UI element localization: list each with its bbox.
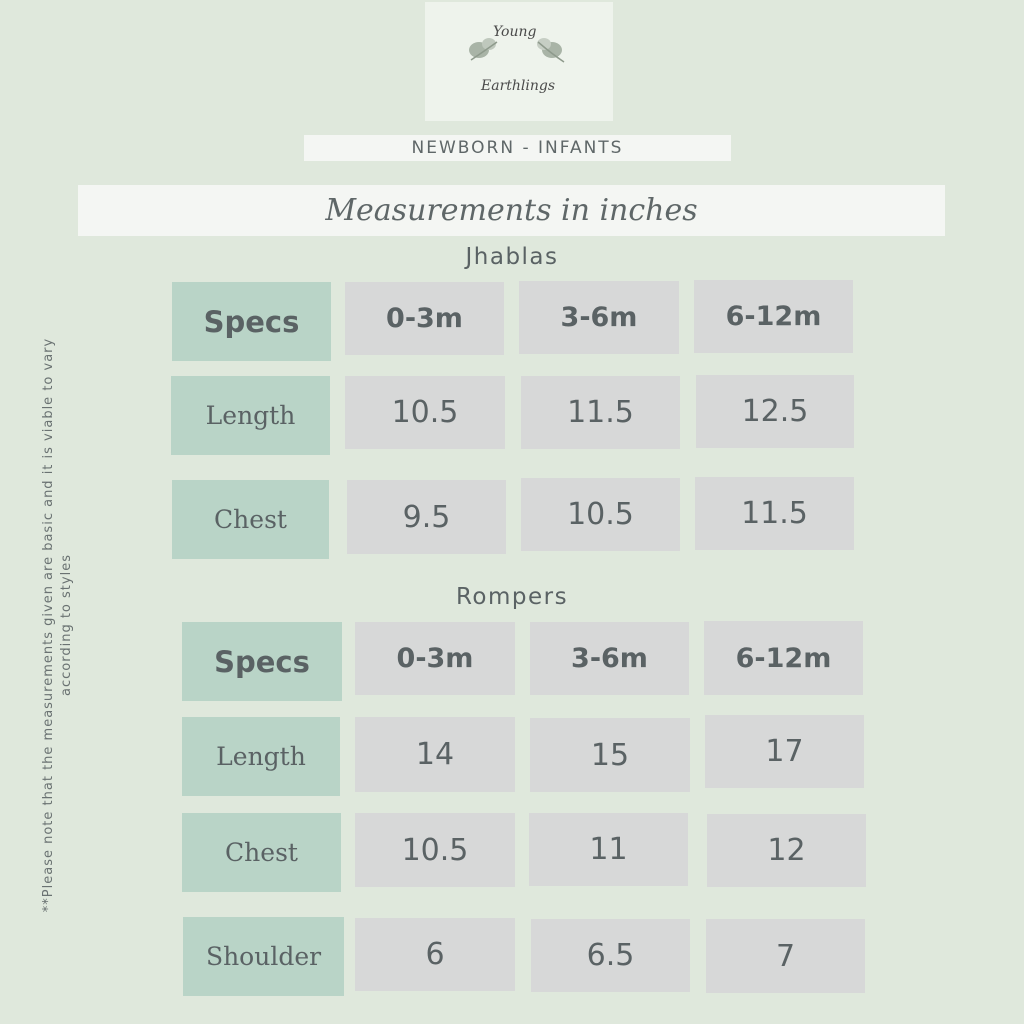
rompers-length-6-12m: 17 (705, 715, 864, 788)
rompers-shoulder-3-6m: 6.5 (531, 919, 690, 992)
measurement-disclaimer: **Please note that the measurements give… (41, 337, 74, 913)
logo-word-earthlings: Earthlings (481, 78, 556, 94)
rompers-length-0-3m: 14 (355, 717, 515, 792)
leaf-left-icon (469, 38, 498, 61)
rompers-chest-0-3m: 10.5 (355, 813, 515, 887)
rompers-row-label: Shoulder (183, 917, 344, 996)
rompers-size-0-3m: 0-3m (355, 622, 515, 695)
rompers-size-6-12m: 6-12m (704, 621, 863, 695)
brand-logo: Young Earthlings (425, 2, 613, 121)
jhablas-length-3-6m: 11.5 (521, 376, 680, 449)
jhablas-chest-0-3m: 9.5 (347, 480, 506, 554)
rompers-chest-3-6m: 11 (529, 813, 688, 886)
jhablas-chest-3-6m: 10.5 (521, 478, 680, 551)
jhablas-length-0-3m: 10.5 (345, 376, 505, 449)
category-banner: NEWBORN - INFANTS (304, 135, 731, 161)
rompers-title: Rompers (455, 584, 569, 610)
logo-word-young: Young (493, 24, 537, 40)
rompers-specs-header: Specs (182, 622, 342, 701)
rompers-chest-6-12m: 12 (707, 814, 866, 887)
jhablas-size-0-3m: 0-3m (345, 282, 504, 355)
rompers-shoulder-0-3m: 6 (355, 918, 515, 991)
rompers-length-3-6m: 15 (530, 718, 690, 792)
leaf-right-icon (537, 38, 565, 63)
jhablas-title: Jhablas (465, 244, 559, 270)
rompers-size-3-6m: 3-6m (530, 622, 689, 695)
rompers-row-label: Chest (182, 813, 341, 892)
rompers-row-label: Length (182, 717, 340, 796)
rompers-shoulder-6-12m: 7 (706, 919, 865, 993)
measurements-heading: Measurements in inches (78, 185, 945, 236)
jhablas-size-6-12m: 6-12m (694, 280, 853, 353)
jhablas-length-6-12m: 12.5 (696, 375, 854, 448)
jhablas-row-label: Chest (172, 480, 329, 559)
jhablas-chest-6-12m: 11.5 (695, 477, 854, 550)
jhablas-row-label: Length (171, 376, 330, 455)
jhablas-specs-header: Specs (172, 282, 331, 361)
jhablas-size-3-6m: 3-6m (519, 281, 679, 354)
